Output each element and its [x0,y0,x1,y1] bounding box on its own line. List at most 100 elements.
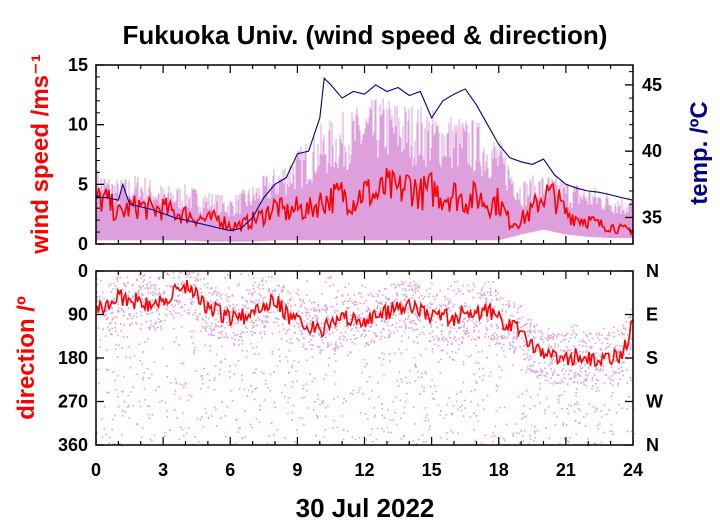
direction-point [130,391,132,393]
direction-point [568,340,570,343]
direction-point [238,344,240,346]
direction-point [270,276,273,278]
direction-point [146,313,148,315]
direction-point [469,316,471,318]
direction-point [527,443,530,445]
direction-point [299,305,302,308]
direction-point [628,353,630,355]
direction-point [111,428,114,431]
direction-point [620,370,623,373]
direction-point [174,299,176,302]
direction-point [573,381,575,383]
direction-point [611,375,613,377]
direction-point [474,439,476,441]
direction-point [364,345,367,347]
direction-point [194,347,196,349]
direction-point [254,302,256,305]
direction-point [169,311,171,313]
direction-point [419,313,422,316]
direction-point [177,312,180,314]
direction-point [228,304,231,307]
direction-point [599,347,601,350]
direction-point [389,419,392,421]
direction-point [538,374,540,376]
direction-point [286,360,289,363]
direction-point [204,313,207,315]
direction-point [613,335,615,338]
direction-point [114,414,116,417]
direction-point [577,355,580,358]
direction-point [268,288,271,291]
direction-point [470,354,472,357]
direction-point [379,302,381,305]
direction-point [307,311,310,314]
direction-point [181,291,184,294]
direction-point [237,320,240,323]
direction-point [207,416,210,419]
direction-point [522,413,524,415]
direction-point [313,310,315,312]
direction-point [373,332,375,335]
direction-point [519,345,522,348]
direction-point [111,311,114,314]
direction-point [404,406,406,409]
direction-point [170,285,173,288]
direction-point [208,292,210,294]
direction-point [567,373,570,376]
direction-point [395,307,398,309]
direction-point [127,307,129,310]
direction-point [154,284,156,286]
direction-point [177,295,179,297]
direction-point [348,321,351,323]
direction-point [255,311,257,313]
direction-point [517,307,519,310]
direction-point [324,303,327,306]
direction-point [458,327,461,329]
direction-point [447,297,449,300]
direction-point [266,321,268,324]
direction-point [396,283,398,286]
direction-point [365,334,367,336]
direction-point [247,389,250,392]
direction-point [605,413,608,416]
direction-point [606,346,608,349]
direction-point [462,337,465,340]
direction-point [356,337,358,339]
direction-point [123,282,126,284]
direction-point [310,339,313,341]
direction-point [390,431,392,434]
direction-point [195,318,197,321]
direction-point [218,373,221,375]
direction-point [600,410,602,412]
direction-point [598,390,600,392]
direction-point [117,303,119,305]
direction-point [103,315,106,317]
direction-point [414,365,417,368]
direction-point [269,390,271,392]
direction-point [486,356,488,359]
direction-point [306,323,308,325]
direction-point [194,277,197,279]
direction-point [372,321,375,324]
direction-point [293,331,296,333]
direction-point [121,434,123,436]
direction-point [388,441,390,443]
direction-point [453,280,456,283]
direction-point [286,330,288,332]
direction-point [599,360,601,362]
direction-point [573,372,576,375]
direction-point [482,286,484,288]
direction-point [600,356,602,359]
direction-point [570,333,573,336]
direction-point [558,333,560,336]
direction-point [390,302,392,304]
direction-point [492,334,494,337]
direction-point [621,345,623,347]
direction-point [233,344,235,346]
direction-point [553,380,556,383]
direction-point [262,372,265,375]
direction-point [326,346,329,348]
direction-point [246,350,248,352]
direction-point [484,282,486,285]
